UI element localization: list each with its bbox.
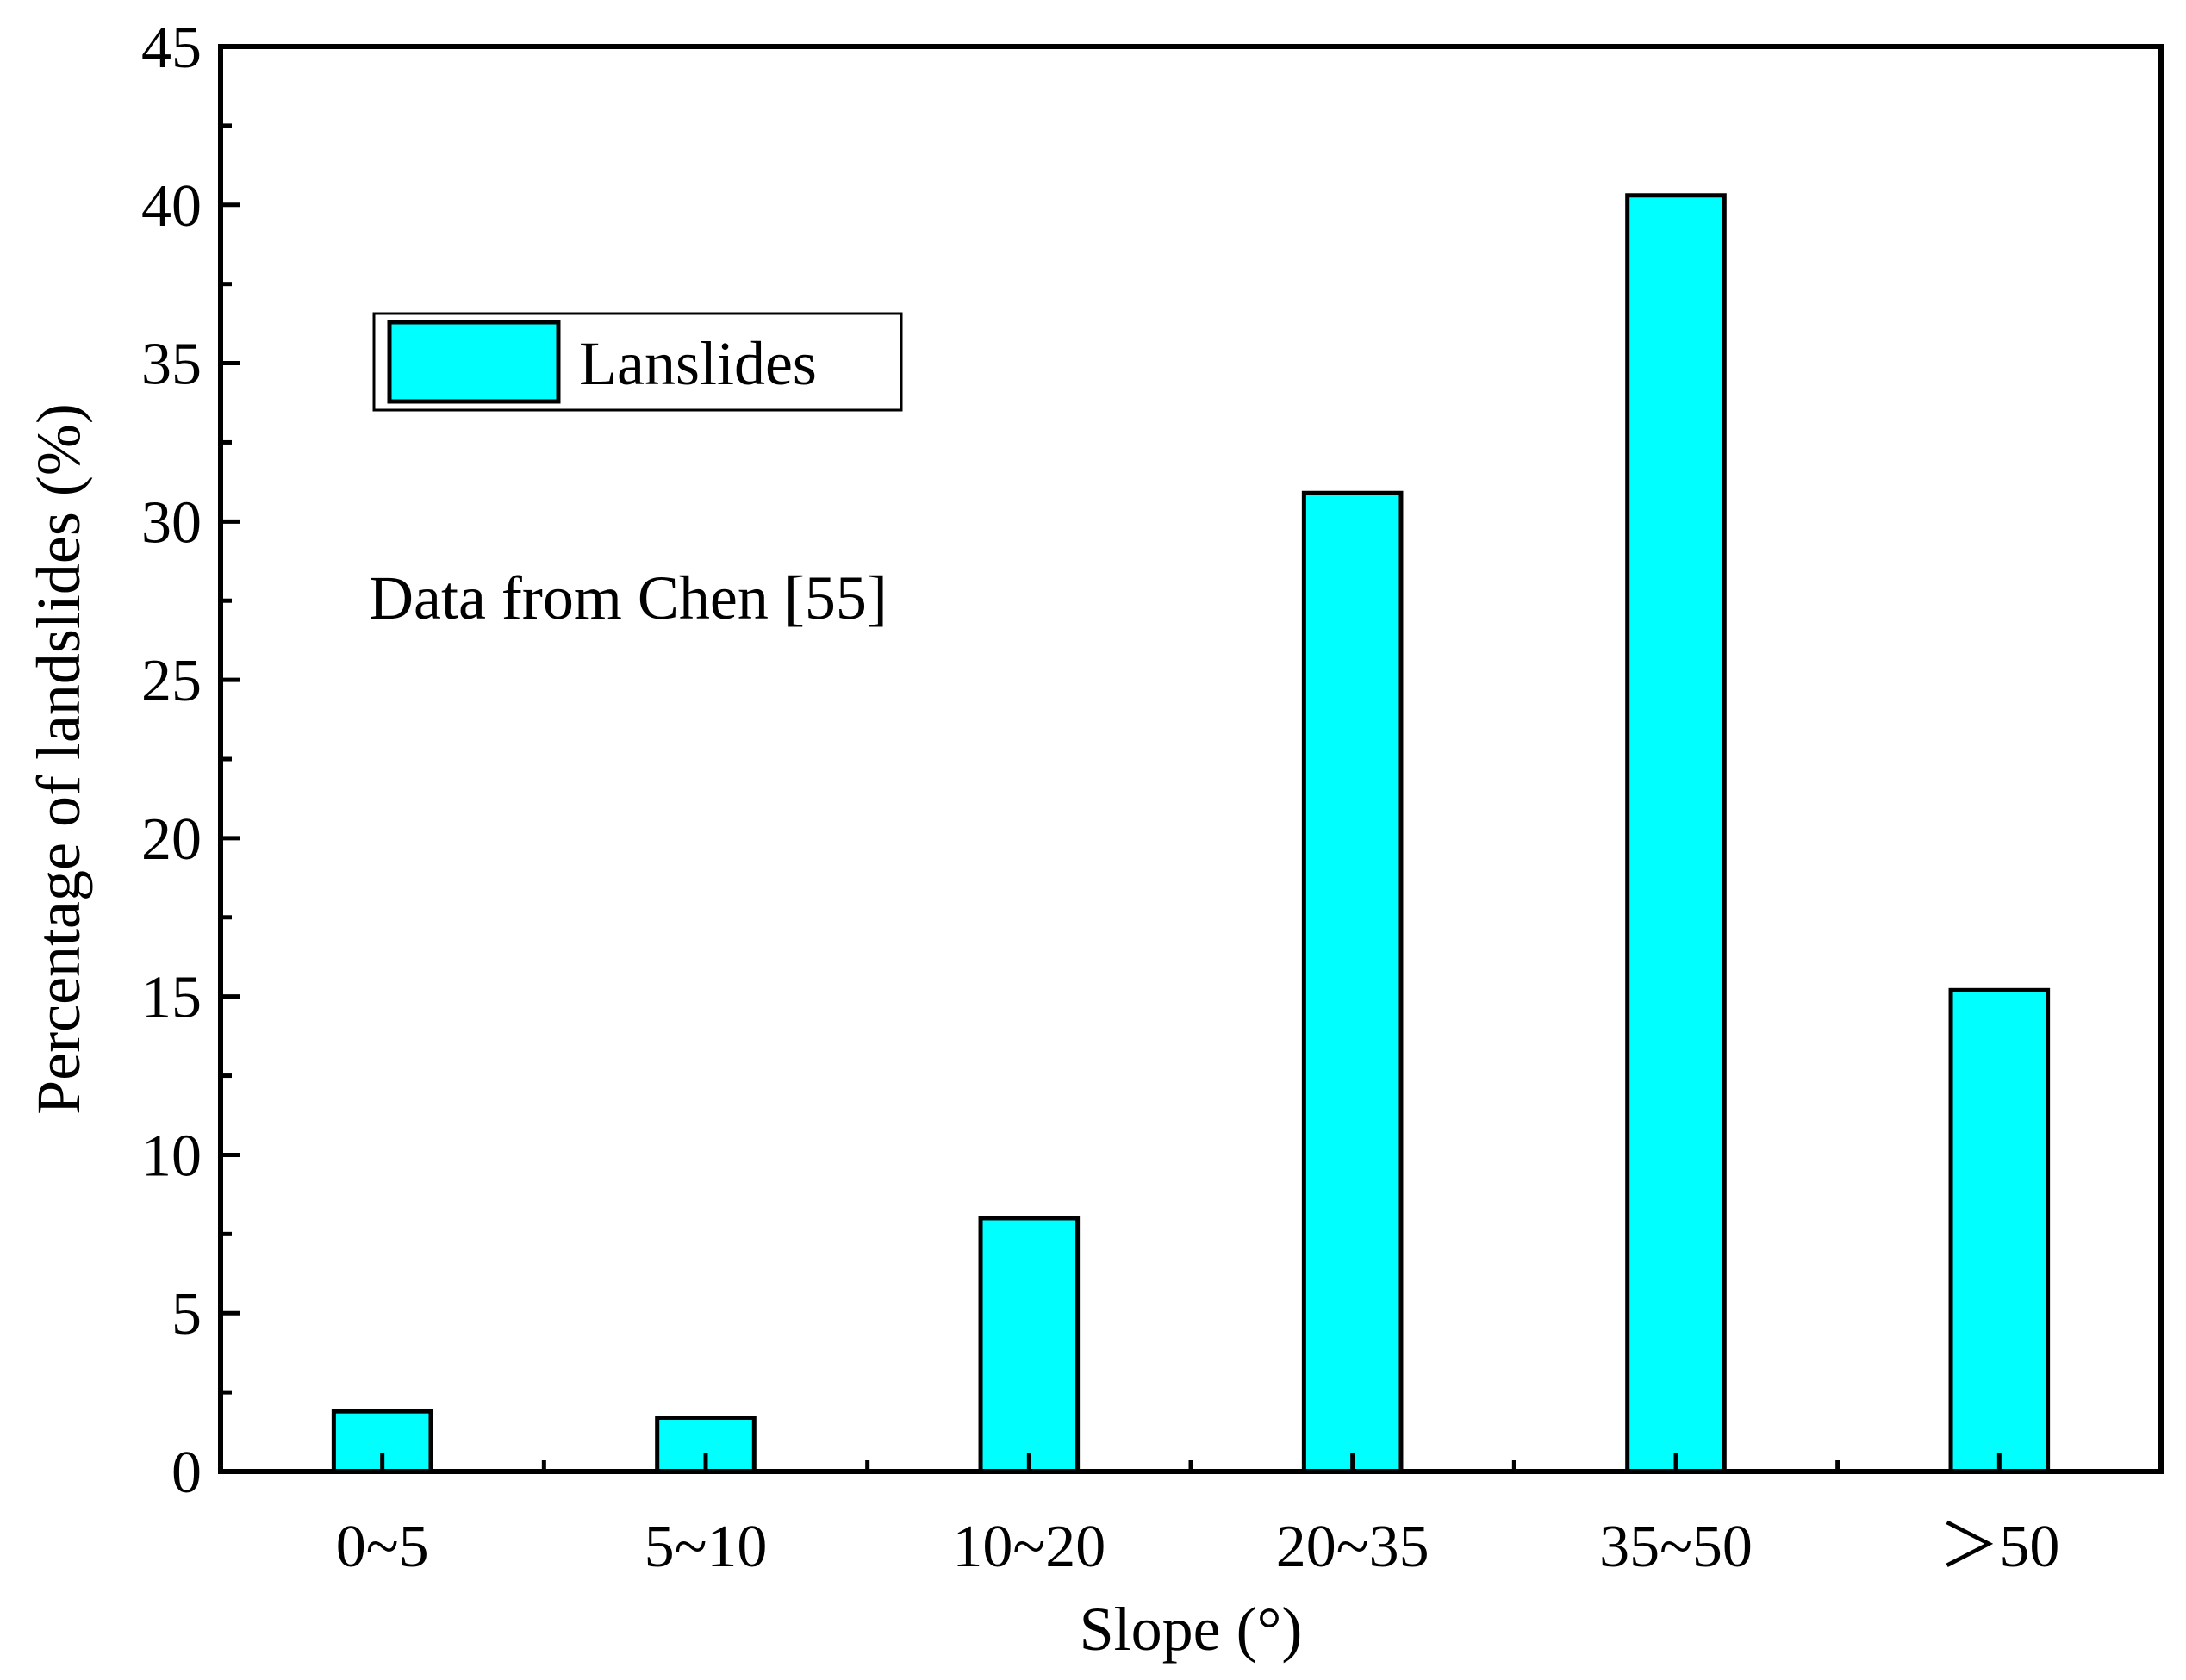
y-tick-label: 30 xyxy=(141,489,202,556)
x-tick-label: ＞50 xyxy=(1939,1514,2059,1580)
y-axis-title: Percentage of landslides (%) xyxy=(24,403,93,1115)
ticks-layer xyxy=(221,44,2002,1474)
x-tick-label: 35~50 xyxy=(1599,1514,1753,1580)
y-tick-label: 40 xyxy=(141,173,202,240)
y-tick-label: 35 xyxy=(141,332,202,398)
bar-20~35 xyxy=(1301,490,1404,1474)
y-tick-label: 15 xyxy=(141,965,202,1031)
bars-layer xyxy=(331,193,2051,1474)
x-tick-label: 20~35 xyxy=(1276,1514,1429,1580)
data-source-annotation: Data from Chen [55] xyxy=(369,563,887,632)
x-tick-label: 10~20 xyxy=(952,1514,1105,1580)
tick-labels-layer: 0 5 10 15 20 25 30 35 40 45 0~5 5~10 10~20 20~35 35~50… xyxy=(141,15,2059,1580)
bar-35~50 xyxy=(1625,193,1727,1474)
x-tick-label: 0~5 xyxy=(336,1514,429,1580)
y-tick-label: 45 xyxy=(141,15,202,81)
x-axis-title: Slope (°) xyxy=(1080,1595,1303,1664)
bar-＞50 xyxy=(1948,987,2051,1474)
y-tick-label: 5 xyxy=(171,1281,202,1347)
bar-10~20 xyxy=(978,1216,1081,1474)
y-tick-label: 25 xyxy=(141,648,202,714)
legend-swatch xyxy=(387,320,561,404)
legend: Lanslides xyxy=(372,312,903,412)
y-tick-label: 10 xyxy=(141,1123,202,1189)
y-tick-label: 0 xyxy=(171,1440,202,1506)
plot-area-frame xyxy=(218,44,2164,1474)
x-tick-label: 5~10 xyxy=(645,1514,768,1580)
y-tick-label: 20 xyxy=(141,806,202,873)
legend-label: Lanslides xyxy=(579,329,817,398)
